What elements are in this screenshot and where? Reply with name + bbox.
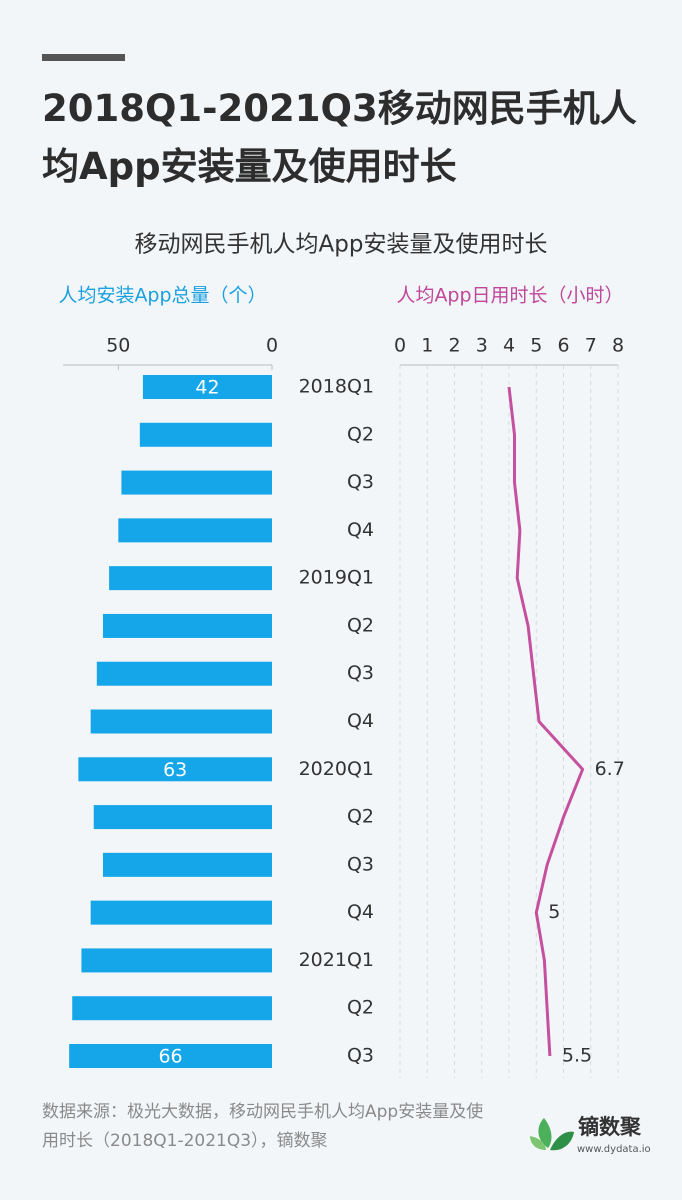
x-tick-label: 3 xyxy=(476,335,488,357)
bar xyxy=(118,518,272,543)
category-label: Q4 xyxy=(347,901,374,923)
value-label: 5 xyxy=(548,901,560,923)
x-tick-label: 4 xyxy=(503,335,515,357)
bar xyxy=(121,470,272,495)
value-label: 6.7 xyxy=(595,758,625,780)
category-label: Q2 xyxy=(347,997,374,1019)
x-tick-label: 50 xyxy=(106,335,130,357)
category-label: Q3 xyxy=(347,853,374,875)
bar xyxy=(90,709,272,734)
title-accent xyxy=(42,54,125,61)
category-label: Q2 xyxy=(347,614,374,636)
bar xyxy=(78,757,272,782)
value-label: 42 xyxy=(195,377,219,399)
x-tick-label: 0 xyxy=(266,335,278,357)
axis-title: 人均安装App总量（个） xyxy=(58,285,266,307)
bar xyxy=(93,805,272,830)
bar xyxy=(72,996,273,1021)
category-label: Q2 xyxy=(347,423,374,445)
category-label: Q4 xyxy=(347,710,374,732)
category-label: 2020Q1 xyxy=(299,758,374,780)
logo-leaf xyxy=(530,1136,546,1150)
bar xyxy=(69,1044,272,1068)
category-label: Q2 xyxy=(347,806,374,828)
category-label: Q3 xyxy=(347,662,374,684)
data-line xyxy=(507,386,585,1057)
logo-name: 镝数聚 xyxy=(578,1115,642,1139)
x-tick-label: 2 xyxy=(448,335,460,357)
x-tick-label: 5 xyxy=(530,335,542,357)
category-label: 2021Q1 xyxy=(299,949,374,971)
category-label: Q3 xyxy=(347,471,374,493)
category-label: Q3 xyxy=(347,1045,374,1067)
category-label: Q4 xyxy=(347,519,374,541)
logo-url: www.dydata.io xyxy=(577,1144,651,1155)
x-tick-label: 8 xyxy=(612,335,624,357)
bar xyxy=(109,566,273,591)
bar xyxy=(102,613,273,638)
x-tick-label: 0 xyxy=(394,335,406,357)
logo: 镝数聚 www.dydata.io xyxy=(530,1115,651,1155)
bar xyxy=(139,422,272,447)
value-label: 5.5 xyxy=(562,1045,592,1067)
value-label: 66 xyxy=(158,1046,182,1068)
value-label: 63 xyxy=(163,759,187,781)
bar xyxy=(90,900,272,925)
bar xyxy=(81,948,272,973)
x-tick-label: 6 xyxy=(557,335,569,357)
bar xyxy=(96,661,272,686)
x-tick-label: 7 xyxy=(585,335,597,357)
source-note: 数据来源：极光大数据，移动网民手机人均App安装量及使用时长（2018Q1-20… xyxy=(42,1102,484,1151)
category-label: 2018Q1 xyxy=(299,376,374,398)
logo-leaf xyxy=(538,1118,552,1148)
logo-leaf xyxy=(550,1131,574,1151)
x-tick-label: 1 xyxy=(421,335,433,357)
axis-title: 人均App日用时长（小时） xyxy=(396,285,623,307)
bar xyxy=(142,375,272,399)
category-label: 2019Q1 xyxy=(299,567,374,589)
bar xyxy=(102,852,273,877)
chart-title: 移动网民手机人均App安装量及使用时长 xyxy=(135,232,548,258)
page-title: 2018Q1-2021Q3移动网民手机人均App安装量及使用时长 xyxy=(42,87,637,188)
